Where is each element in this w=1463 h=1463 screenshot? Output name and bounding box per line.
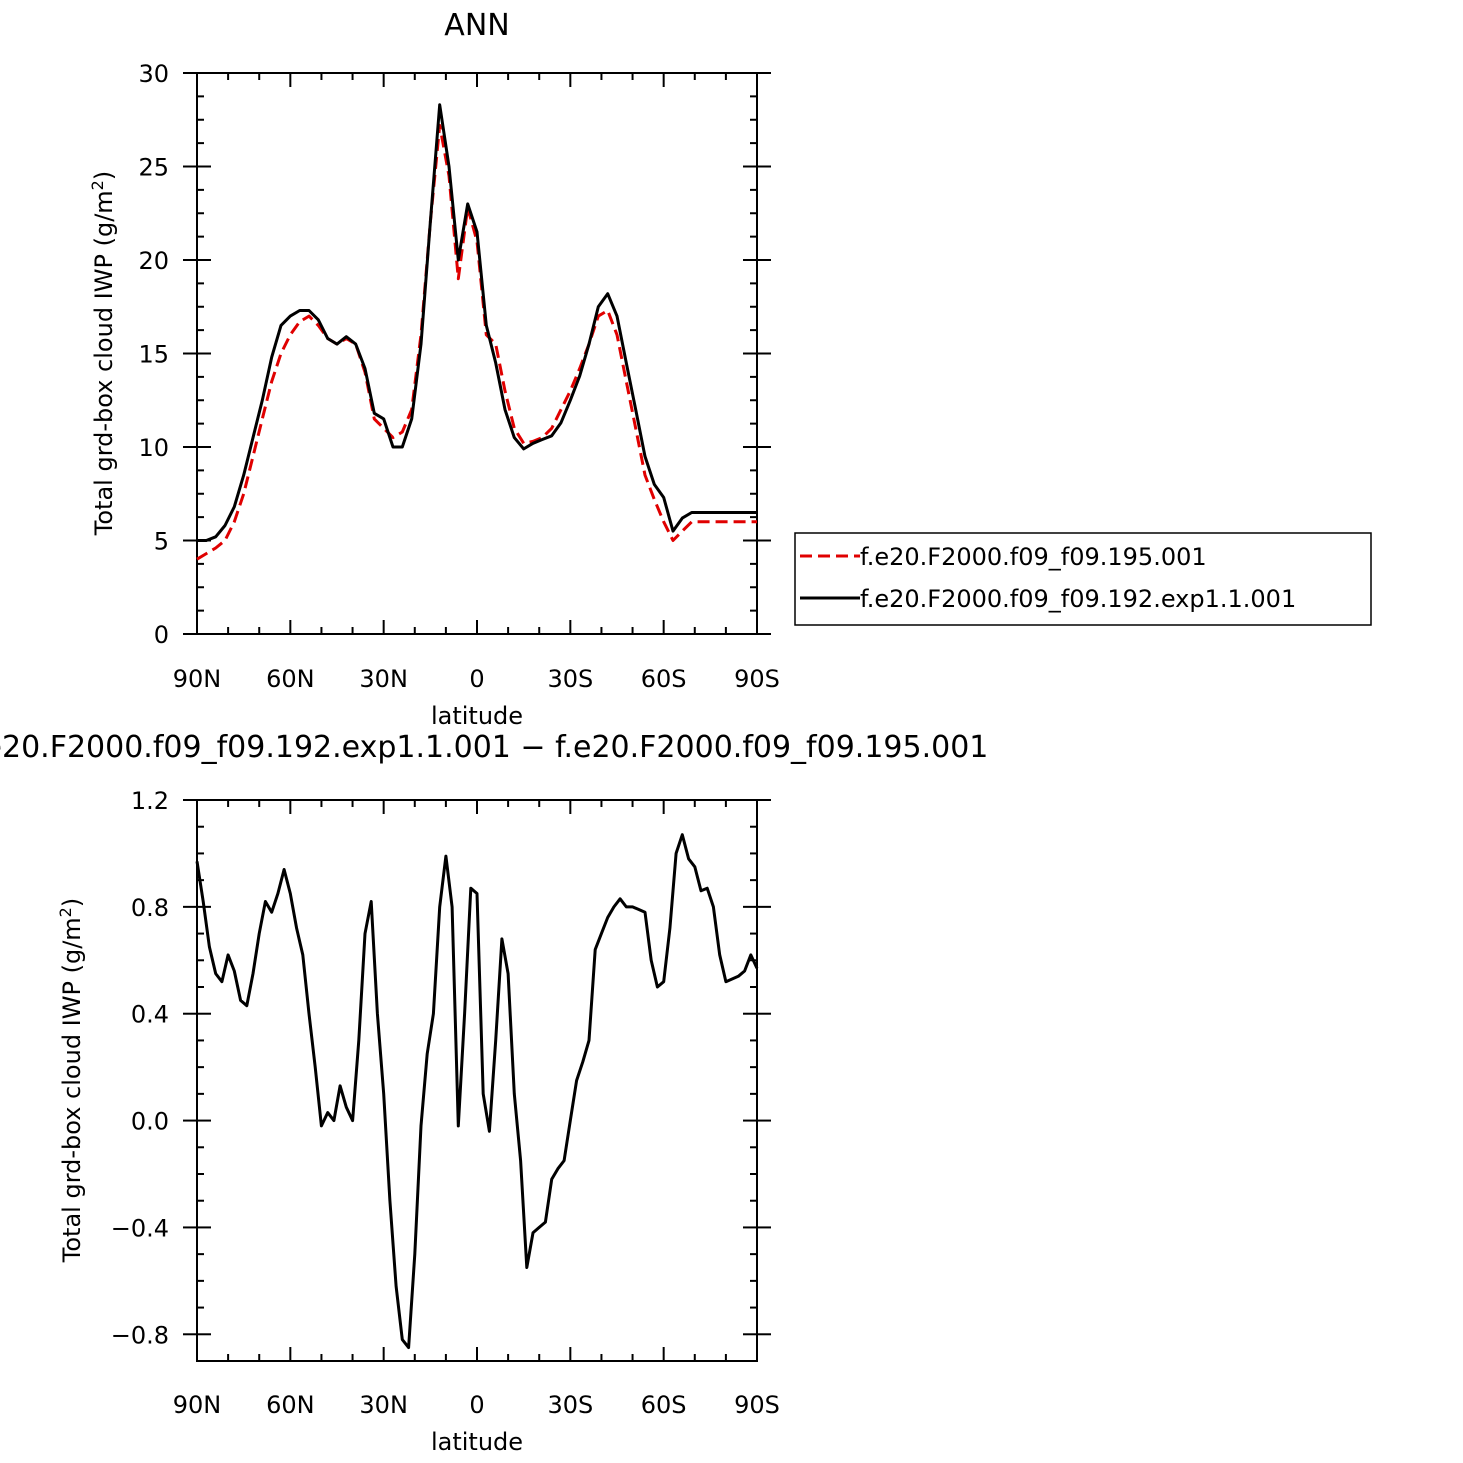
y-tick-label: −0.4 bbox=[111, 1214, 169, 1242]
x-axis-title: latitude bbox=[431, 702, 523, 730]
x-tick-label: 90N bbox=[173, 1391, 222, 1419]
x-tick-label: 90S bbox=[734, 665, 780, 693]
y-axis-title-sup: 2 bbox=[56, 907, 75, 917]
y-tick-label: 25 bbox=[138, 154, 169, 182]
chart-title: f.e20.F2000.f09_f09.192.exp1.1.001 − f.e… bbox=[0, 730, 988, 765]
x-tick-label: 60N bbox=[266, 665, 315, 693]
x-axis-title: latitude bbox=[431, 1428, 523, 1456]
x-tick-label: 60N bbox=[266, 1391, 315, 1419]
x-tick-label: 30S bbox=[547, 1391, 593, 1419]
y-tick-label: 0.4 bbox=[131, 1001, 169, 1029]
y-tick-label: 10 bbox=[138, 434, 169, 462]
series-line-0 bbox=[196, 123, 757, 561]
y-axis-title: Total grd-box cloud IWP (g/m2) bbox=[56, 898, 87, 1263]
y-tick-label: 0.0 bbox=[131, 1108, 169, 1136]
top-chart: ANN 90N 60N 30N 0 30S 60S 90S 0 5 10 15 20 25 30 latitu… bbox=[88, 8, 1372, 730]
y-axis-title-sup: 2 bbox=[88, 180, 107, 190]
x-tick-label: 0 bbox=[469, 1391, 484, 1419]
y-tick-label: 30 bbox=[138, 60, 169, 88]
legend-box bbox=[794, 532, 1372, 626]
y-axis-title-end: ) bbox=[90, 171, 118, 180]
y-axis-title: Total grd-box cloud IWP (g/m2) bbox=[88, 171, 119, 536]
y-tick-label: 15 bbox=[138, 341, 169, 369]
difference-chart: f.e20.F2000.f09_f09.192.exp1.1.001 − f.e… bbox=[0, 730, 988, 1456]
x-tick-label: 30N bbox=[359, 1391, 408, 1419]
y-tick-label: 5 bbox=[154, 528, 169, 556]
x-tick-label: 60S bbox=[641, 1391, 687, 1419]
y-axis-title-main: Total grd-box cloud IWP (g/m bbox=[58, 917, 86, 1263]
x-tick-label: 30N bbox=[359, 665, 408, 693]
y-tick-label: 0.8 bbox=[131, 894, 169, 922]
series-line-1 bbox=[197, 103, 757, 542]
x-tick-label: 90S bbox=[734, 1391, 780, 1419]
legend: f.e20.F2000.f09_f09.195.001 f.e20.F2000.f… bbox=[794, 532, 1372, 626]
x-tick-label: 0 bbox=[469, 665, 484, 693]
y-axis-title-end: ) bbox=[58, 898, 86, 907]
y-axis-title-main: Total grd-box cloud IWP (g/m bbox=[90, 190, 118, 536]
legend-entry-1: f.e20.F2000.f09_f09.192.exp1.1.001 bbox=[860, 585, 1296, 613]
y-tick-label: 20 bbox=[138, 247, 169, 275]
chart-title: ANN bbox=[444, 8, 509, 43]
y-tick-label: 0 bbox=[154, 621, 169, 649]
plot-frame bbox=[196, 72, 758, 635]
series-line-0 bbox=[195, 833, 759, 1350]
x-tick-label: 60S bbox=[641, 665, 687, 693]
x-tick-label: 90N bbox=[173, 665, 222, 693]
y-tick-label: 1.2 bbox=[131, 787, 169, 815]
y-tick-label: −0.8 bbox=[111, 1321, 169, 1349]
legend-entry-0: f.e20.F2000.f09_f09.195.001 bbox=[860, 543, 1207, 571]
x-tick-label: 30S bbox=[547, 665, 593, 693]
